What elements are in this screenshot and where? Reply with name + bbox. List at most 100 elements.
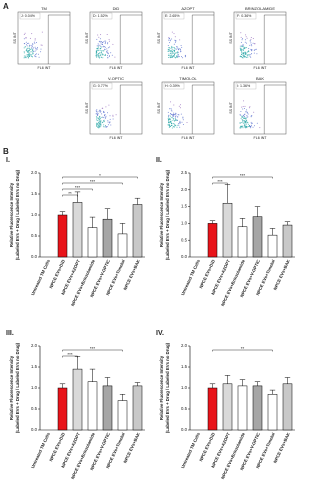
bar — [252, 216, 263, 258]
chart-title: IV. — [156, 330, 164, 337]
dot — [168, 57, 170, 58]
y-tick-label: 2.0 — [31, 343, 38, 348]
dot — [105, 126, 106, 128]
dot — [24, 56, 26, 58]
dot — [168, 37, 170, 39]
dot — [25, 41, 27, 43]
dot — [97, 34, 99, 36]
dot — [107, 121, 109, 123]
dot — [246, 120, 248, 121]
dot — [23, 55, 25, 57]
y-axis-label: SS INT — [157, 31, 161, 43]
dot — [244, 114, 246, 116]
dot — [240, 48, 242, 50]
gate-box — [235, 12, 257, 20]
dot — [253, 52, 255, 54]
dot — [107, 42, 109, 44]
dot — [246, 51, 248, 53]
dot — [96, 52, 98, 54]
dot — [245, 47, 247, 49]
dot — [101, 41, 102, 43]
dot — [252, 126, 254, 128]
dot — [178, 56, 180, 58]
dot — [243, 117, 244, 119]
dot — [243, 116, 245, 118]
dot — [96, 45, 98, 47]
dot — [176, 56, 178, 58]
y-tick-label: 1.5 — [31, 191, 38, 196]
dot — [110, 124, 112, 126]
dot — [29, 44, 31, 46]
dot — [250, 125, 252, 126]
dot — [243, 123, 245, 124]
dot — [27, 55, 29, 57]
dot — [248, 48, 250, 49]
dot — [246, 112, 248, 114]
dot — [180, 104, 181, 106]
dot — [245, 52, 247, 54]
dot — [107, 50, 109, 52]
dot — [249, 106, 251, 108]
dot — [173, 43, 175, 45]
y-tick-label: 0.0 — [31, 254, 38, 259]
dot — [105, 125, 106, 126]
dot — [98, 56, 100, 58]
dot — [175, 40, 177, 41]
dot — [173, 49, 175, 51]
dot — [34, 46, 36, 48]
dot — [239, 47, 241, 49]
y-tick-label: 1.0 — [31, 385, 38, 390]
dot — [173, 33, 175, 35]
dot — [174, 119, 176, 121]
dot — [170, 54, 172, 56]
dot — [99, 44, 101, 46]
dot — [99, 118, 101, 119]
plot-title: BAK — [256, 76, 264, 81]
dot — [180, 49, 182, 51]
dot — [29, 37, 31, 39]
dot — [168, 118, 170, 120]
dot — [25, 55, 27, 57]
dot — [239, 126, 241, 128]
y-axis-label: SS INT — [85, 101, 89, 113]
dot — [168, 49, 170, 50]
dot — [242, 38, 244, 40]
dot — [108, 40, 110, 42]
dot — [98, 36, 100, 38]
dot — [173, 126, 175, 128]
dot — [245, 121, 247, 123]
x-tick-label: Untreated TM Cells — [30, 258, 51, 296]
dot — [246, 37, 248, 39]
dot — [244, 51, 245, 53]
dot — [177, 124, 179, 126]
x-tick-label: NPCE EVs+BAK — [272, 431, 291, 464]
plot-title: TIMOLOL — [179, 76, 197, 81]
bar — [252, 385, 263, 431]
dot — [179, 107, 181, 109]
dot — [169, 42, 170, 44]
x-axis-label: FL6 INT — [110, 136, 124, 140]
bar — [237, 385, 248, 431]
bar — [267, 234, 278, 258]
dot — [97, 115, 99, 117]
dot — [167, 54, 169, 56]
dot — [177, 53, 179, 55]
dot — [108, 104, 110, 106]
dot — [102, 53, 104, 55]
dot — [111, 54, 113, 56]
dot — [168, 124, 170, 125]
dot — [96, 55, 98, 57]
dot — [246, 126, 248, 127]
dot — [25, 37, 26, 39]
dot — [23, 34, 25, 35]
dot — [97, 113, 99, 115]
dot — [95, 116, 97, 118]
dot — [180, 45, 182, 46]
dot — [36, 48, 38, 50]
dot — [242, 52, 244, 54]
dot — [178, 124, 180, 126]
significance-label: * — [99, 173, 101, 178]
y-tick-label: 0.0 — [181, 254, 188, 259]
dot — [175, 48, 177, 50]
dot — [174, 118, 176, 120]
